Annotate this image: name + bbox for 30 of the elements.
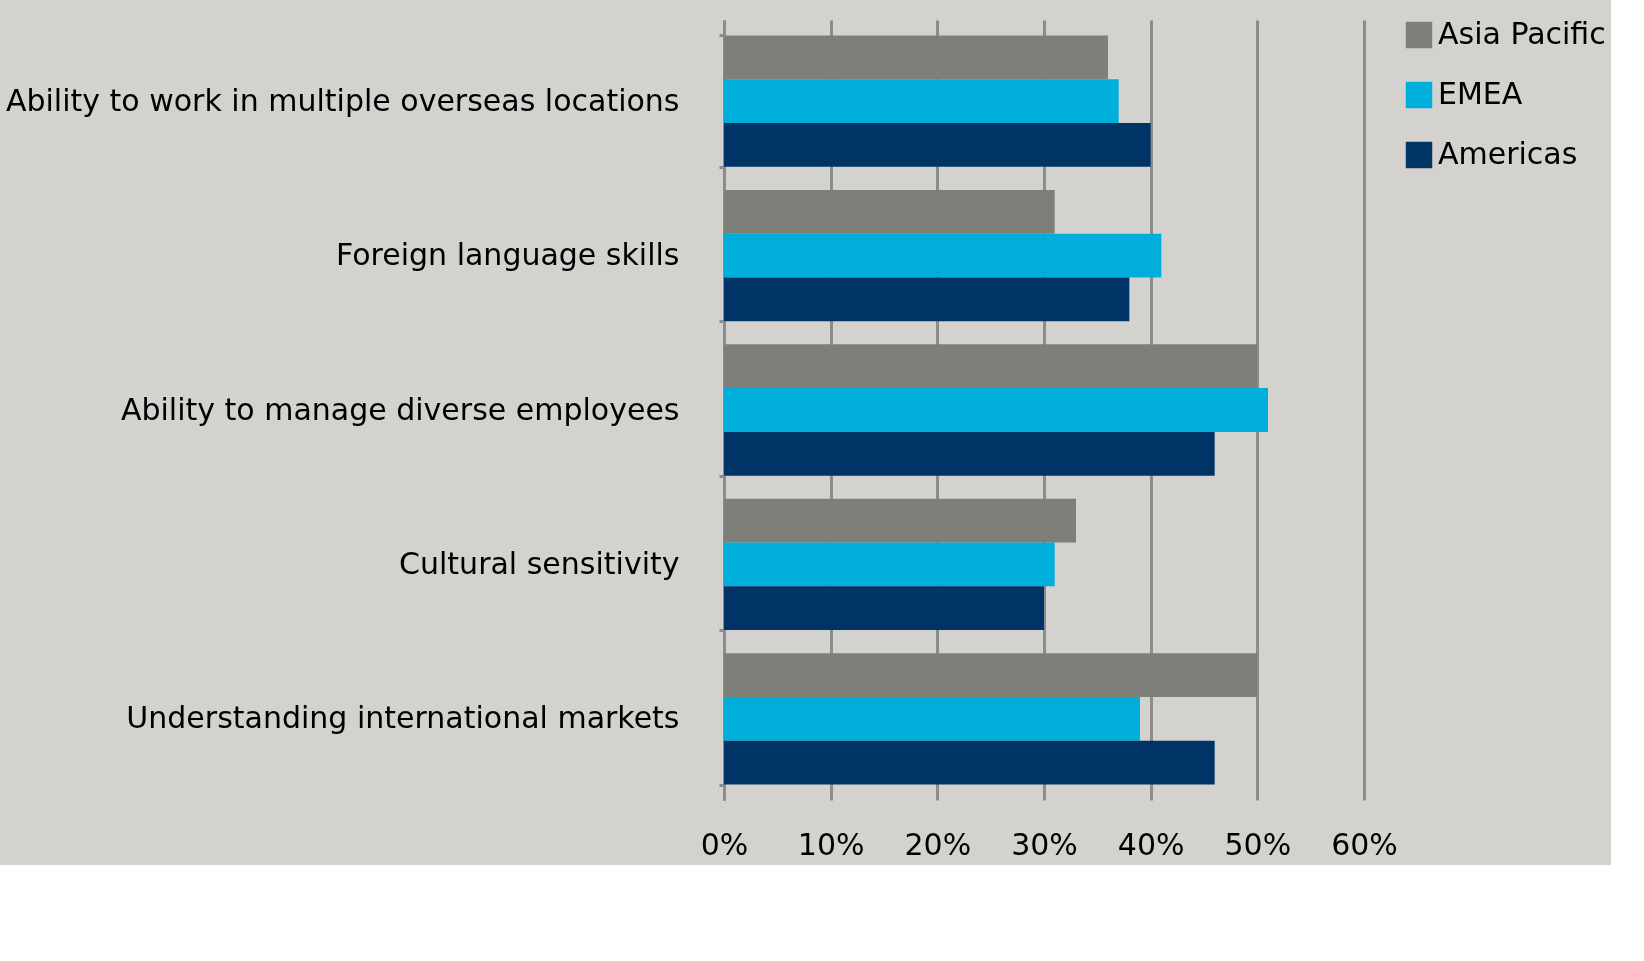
x-tick-label: 50%	[1224, 826, 1292, 862]
bar	[724, 740, 1215, 785]
x-tick-label: 20%	[904, 826, 972, 862]
bar	[724, 344, 1258, 389]
legend-label: Americas	[1438, 136, 1578, 171]
bar	[724, 697, 1140, 741]
bar	[724, 388, 1268, 432]
y-tick-label: Cultural sensitivity	[399, 545, 680, 581]
bar	[724, 122, 1151, 167]
y-tick-label: Ability to manage diverse employees	[120, 391, 680, 427]
bar	[724, 35, 1108, 80]
bar	[724, 189, 1055, 234]
y-tick-label: Understanding international markets	[126, 700, 680, 736]
bar	[724, 542, 1055, 587]
x-tick-label: 10%	[797, 826, 865, 862]
legend-label: Asia Pacific	[1438, 16, 1606, 51]
y-tick-label: Foreign language skills	[336, 237, 680, 273]
bar	[724, 498, 1076, 543]
x-tick-label: 60%	[1331, 826, 1398, 862]
x-tick-label: 30%	[1011, 826, 1078, 862]
bar	[724, 653, 1258, 698]
legend-label: EMEA	[1438, 76, 1523, 111]
y-tick-label: Ability to work in multiple overseas locations	[5, 82, 680, 118]
x-tick-label: 0%	[700, 826, 749, 862]
x-tick-label: 40%	[1117, 826, 1185, 862]
bar	[724, 586, 1044, 631]
bar	[724, 431, 1215, 476]
bar	[724, 233, 1162, 278]
bar	[724, 79, 1119, 123]
bar	[724, 277, 1130, 322]
